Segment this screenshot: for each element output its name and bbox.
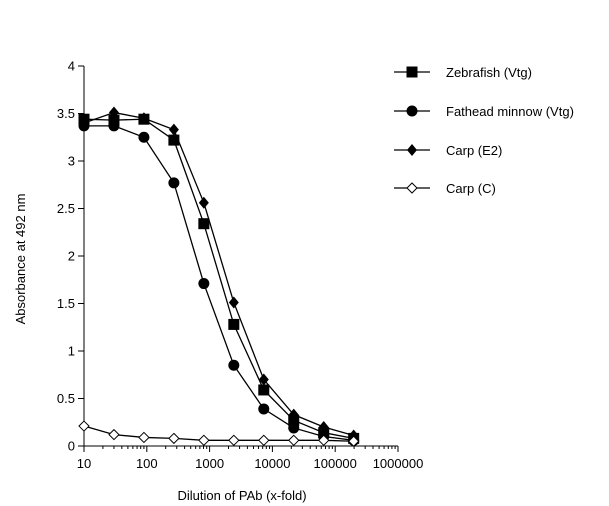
legend-item: Carp (E2) <box>394 143 502 158</box>
series-line <box>83 425 354 442</box>
x-tick-label: 1000 <box>195 456 224 471</box>
data-point <box>168 177 180 189</box>
y-tick-label: 0 <box>68 439 75 454</box>
data-point <box>138 112 149 125</box>
data-point <box>168 123 179 136</box>
y-tick-label: 1 <box>68 344 75 359</box>
y-tick-label: 4 <box>68 59 75 74</box>
data-point <box>228 318 240 330</box>
legend-item: Carp (C) <box>394 181 496 196</box>
data-point <box>108 428 120 441</box>
data-point <box>108 120 120 132</box>
series-line <box>83 111 354 437</box>
y-tick-label: 3 <box>68 154 75 169</box>
data-point <box>347 435 360 447</box>
x-tick-label: 10 <box>77 456 91 471</box>
data-point <box>228 434 240 447</box>
legend-marker <box>406 182 418 194</box>
legend-item: Zebrafish (Vtg) <box>394 65 532 80</box>
y-tick-label: 2.5 <box>57 201 75 216</box>
data-point <box>318 421 329 433</box>
x-tick-label: 100000 <box>314 456 357 471</box>
legend: Zebrafish (Vtg) Fathead minnow (Vtg) Carp … <box>394 65 574 196</box>
y-tick-label: 1.5 <box>57 296 75 311</box>
legend-label: Zebrafish (Vtg) <box>446 65 532 80</box>
data-point <box>288 434 300 447</box>
legend-label: Carp (C) <box>446 181 496 196</box>
data-point <box>108 114 120 126</box>
legend-marker <box>406 66 418 78</box>
y-tick-label: 3.5 <box>57 106 75 121</box>
y-axis-ticks: 0 0.5 1 1.5 2 2.5 3 3.5 4 <box>57 59 84 454</box>
data-point <box>168 432 180 445</box>
data-point <box>228 296 239 309</box>
series-0 <box>78 113 360 444</box>
data-point <box>138 431 150 444</box>
series-2 <box>79 106 359 442</box>
data-point <box>288 408 299 421</box>
data-point <box>258 384 270 396</box>
legend-marker <box>406 105 418 117</box>
legend-marker <box>407 144 417 156</box>
series-3 <box>78 420 360 447</box>
data-point <box>198 218 210 230</box>
data-point <box>198 278 210 290</box>
series-layer <box>78 106 360 447</box>
series-1 <box>78 120 360 446</box>
data-point <box>288 422 300 434</box>
legend-label: Fathead minnow (Vtg) <box>446 104 574 119</box>
data-point <box>258 373 269 386</box>
data-point <box>258 403 270 415</box>
data-point <box>317 434 330 447</box>
data-point <box>198 434 210 447</box>
data-point <box>168 134 180 146</box>
y-tick-label: 0.5 <box>57 391 75 406</box>
data-point <box>79 117 89 129</box>
x-tick-label: 10000 <box>254 456 290 471</box>
data-point <box>108 106 119 119</box>
data-point <box>78 420 90 432</box>
series-line <box>84 125 354 441</box>
data-point <box>198 196 209 209</box>
legend-label: Carp (E2) <box>446 143 502 158</box>
data-point <box>258 434 270 447</box>
y-axis-title: Absorbance at 492 nm <box>13 194 28 325</box>
series-line <box>83 118 354 440</box>
data-point <box>228 359 240 371</box>
x-axis-title: Dilution of PAb (x-fold) <box>177 488 306 503</box>
x-tick-label: 1000000 <box>373 456 424 471</box>
axes: 10 100 1000 10000 100000 1000000 0 0.5 1 1.5 2 2.5… <box>57 59 423 472</box>
y-tick-label: 2 <box>68 249 75 264</box>
data-point <box>138 131 150 143</box>
x-tick-label: 100 <box>136 456 158 471</box>
x-axis-ticks: 10 100 1000 10000 100000 1000000 <box>77 446 424 471</box>
legend-item: Fathead minnow (Vtg) <box>394 104 574 119</box>
